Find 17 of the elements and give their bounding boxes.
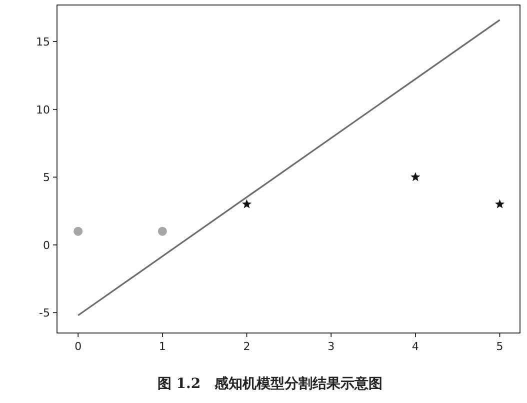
point: [410, 172, 420, 182]
x-tick-label: 1: [158, 340, 166, 353]
x-tick-label: 0: [74, 340, 82, 353]
x-tick-label: 4: [412, 340, 419, 353]
x-tick-label: 5: [496, 340, 504, 353]
y-tick-label: 15: [36, 36, 50, 49]
point: [242, 199, 252, 208]
y-tick-label: -5: [39, 306, 50, 320]
point: [495, 199, 505, 208]
y-tick-label: 0: [43, 238, 50, 252]
x-tick-label: 2: [243, 340, 250, 353]
caption: 图 1.2 感知机模型分割结果示意图: [157, 375, 383, 392]
point: [158, 226, 167, 236]
x-tick-label: 3: [328, 340, 335, 353]
point: [74, 226, 83, 236]
y-tick-label: 10: [36, 103, 50, 116]
y-tick-label: 5: [43, 171, 50, 184]
